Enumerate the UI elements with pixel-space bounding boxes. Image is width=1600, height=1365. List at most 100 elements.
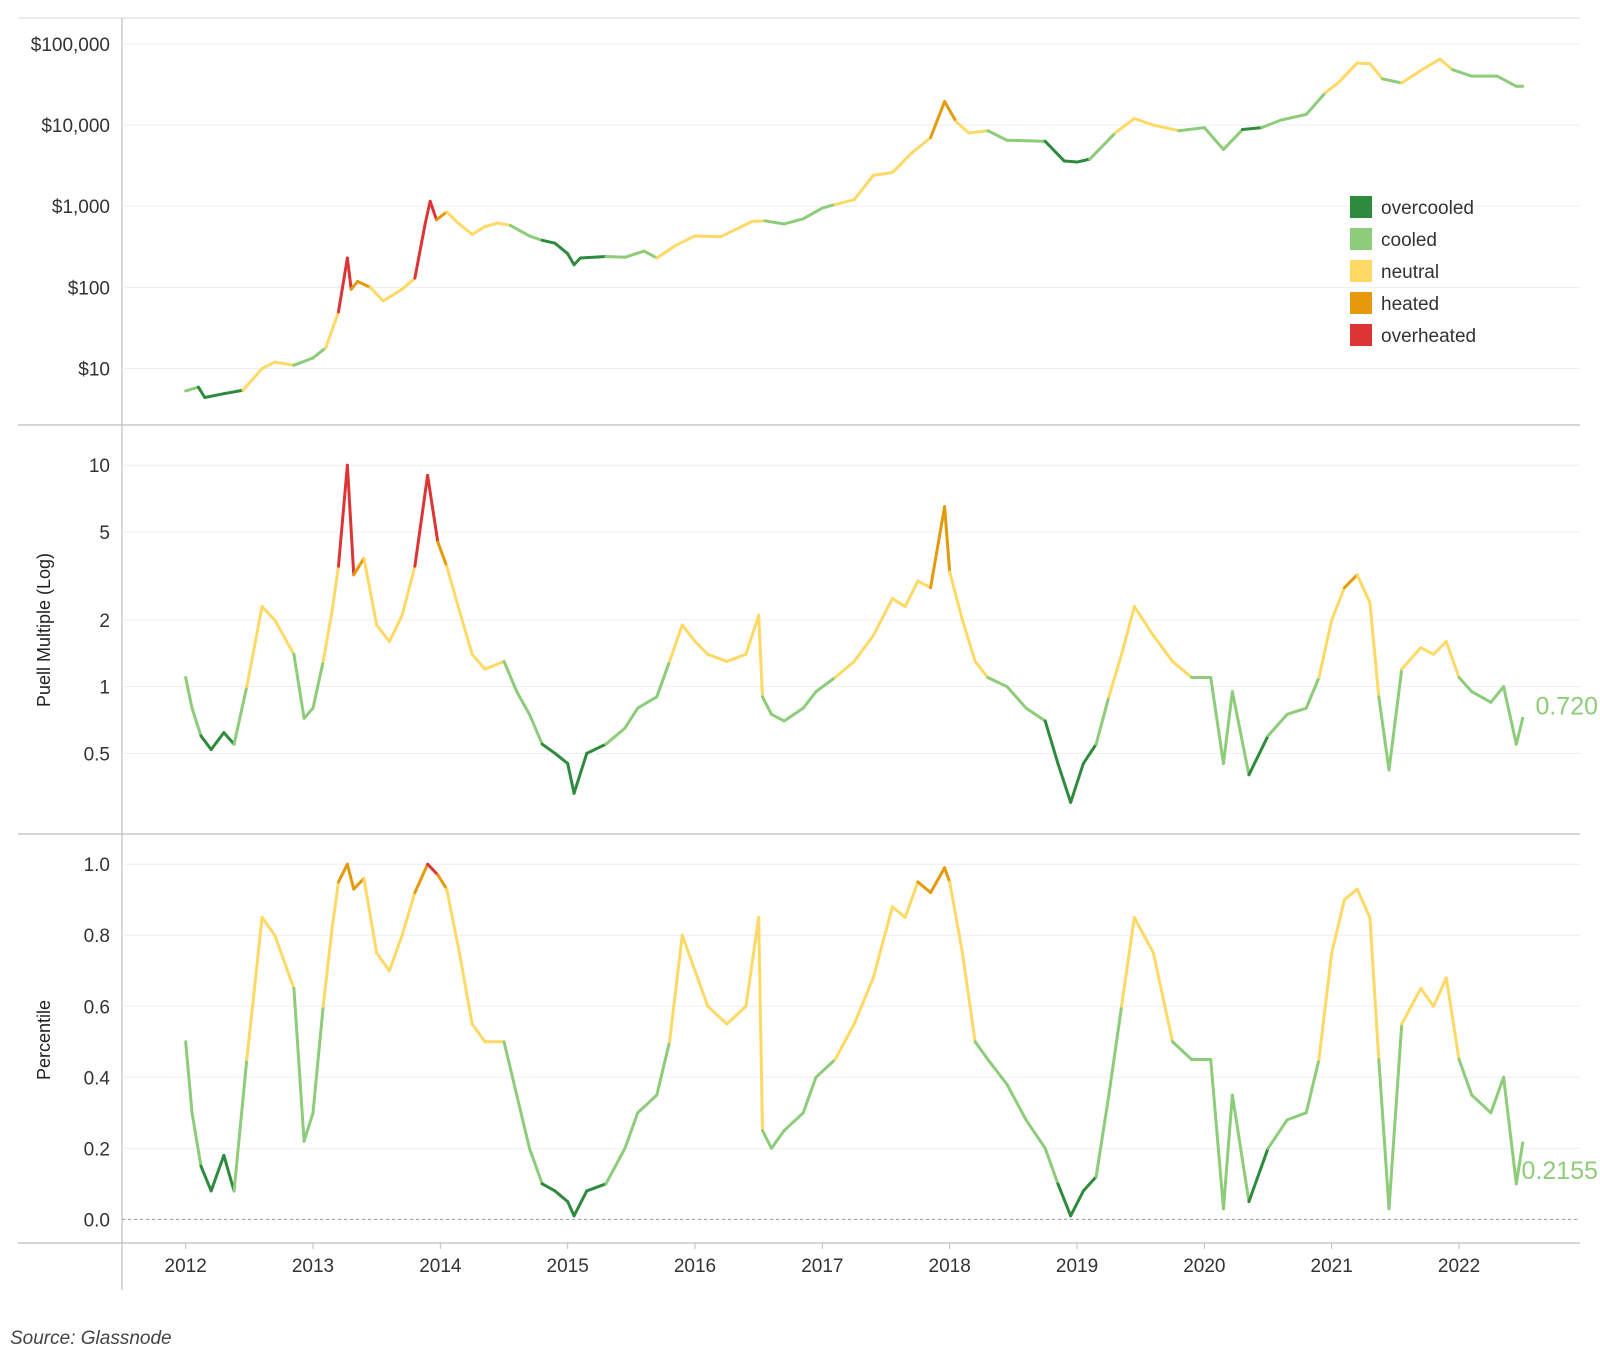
series-segment [428, 199, 439, 222]
series-segment [324, 310, 340, 350]
series-segment [782, 1111, 805, 1133]
series-segment [1285, 1111, 1308, 1122]
y-tick-label: $100 [68, 278, 110, 299]
series-segment [1279, 112, 1308, 122]
series-segment [948, 570, 964, 622]
series-segment [1304, 91, 1327, 116]
series-segment [1132, 915, 1155, 955]
series-segment [209, 731, 226, 752]
series-segment [321, 926, 334, 1008]
series-segment [1132, 117, 1155, 127]
series-segment [345, 862, 356, 891]
y-tick-label: $1,000 [52, 197, 110, 218]
series-segment [1419, 987, 1436, 1008]
series-segment [929, 505, 947, 590]
series-segment [1056, 1182, 1073, 1218]
series-segment [1151, 123, 1181, 133]
series-segment [929, 866, 947, 895]
series-segment [1043, 1146, 1060, 1186]
series-segment [330, 564, 340, 613]
series-segment [903, 579, 920, 609]
series-segment [1005, 138, 1028, 143]
series-segment [445, 210, 461, 226]
series-segment [1177, 126, 1206, 133]
legend-swatch [1350, 324, 1372, 346]
series-segment [362, 556, 379, 627]
series-segment [1171, 659, 1194, 680]
series-segment [1355, 887, 1372, 919]
series-segment [943, 505, 952, 574]
series-segment [1171, 1040, 1194, 1062]
series-segment [1005, 685, 1028, 710]
series-segment [623, 1111, 640, 1150]
series-segment [1336, 61, 1359, 85]
series-segment [1495, 74, 1518, 88]
y-tick-label: $10 [78, 360, 110, 381]
series-segment [706, 1004, 729, 1026]
series-segment [642, 249, 659, 260]
series-segment [483, 659, 506, 671]
series-segment [292, 356, 315, 367]
series-segment [725, 652, 748, 663]
legend: overcooled cooled neutral heated overheated [1350, 196, 1476, 347]
x-tick-label: 2019 [1056, 1256, 1098, 1277]
series-segment [400, 891, 417, 937]
series-segment [413, 862, 430, 895]
series-segment [302, 1111, 315, 1143]
series-segment [572, 751, 589, 795]
series-segment [668, 933, 684, 1044]
series-segment [1432, 639, 1448, 656]
series-segment [585, 1182, 608, 1193]
series-segment [1470, 1093, 1493, 1115]
series-segment [1062, 159, 1079, 164]
series-segment [680, 933, 697, 973]
legend-swatch [1350, 292, 1372, 314]
series-segment [527, 234, 544, 242]
series-segment [203, 392, 226, 399]
y-tick-label: 10 [89, 456, 110, 477]
y-tick-label: 0.2 [84, 1139, 110, 1160]
y-tick-label: 0.0 [84, 1210, 110, 1231]
y-axis-title: Puell Multiple (Log) [34, 553, 54, 707]
series-segment [566, 252, 576, 267]
series-segment [986, 676, 1009, 689]
series-segment [761, 695, 773, 716]
series-segment [948, 880, 964, 955]
series-segment [916, 880, 933, 895]
series-segment [553, 751, 570, 765]
series-segment [871, 171, 894, 177]
series-segment [336, 862, 349, 884]
series-segment [292, 987, 306, 1143]
series-segment [1107, 652, 1124, 699]
series-segment [1230, 1093, 1251, 1204]
series-segment [852, 173, 875, 202]
series-segment [540, 742, 557, 755]
series-segment [352, 876, 366, 891]
legend-label: overheated [1381, 326, 1476, 347]
series-segment [636, 695, 659, 710]
series-segment [1266, 1118, 1289, 1150]
series-segment [820, 202, 837, 210]
series-segment [292, 652, 306, 720]
series-segment [1094, 695, 1111, 746]
series-segment [801, 690, 818, 710]
series-segment [553, 1189, 570, 1204]
x-tick-label: 2018 [929, 1256, 971, 1277]
y-tick-label: $100,000 [31, 35, 110, 56]
series-segment [241, 367, 264, 392]
series-segment [1081, 742, 1098, 765]
legend-swatch [1350, 196, 1372, 218]
series-segment [245, 915, 264, 1062]
series-segment [814, 676, 837, 694]
series-segment [184, 385, 200, 393]
series-segment [1247, 1146, 1270, 1204]
series-segment [190, 1111, 203, 1168]
series-segment [260, 605, 277, 622]
series-segment [457, 222, 474, 236]
series-segment [954, 120, 971, 135]
series-segment [375, 951, 391, 973]
series-segment [1368, 915, 1381, 1062]
series-segment [1209, 1058, 1225, 1211]
series-segment [852, 976, 875, 1026]
series-line [184, 463, 1525, 804]
